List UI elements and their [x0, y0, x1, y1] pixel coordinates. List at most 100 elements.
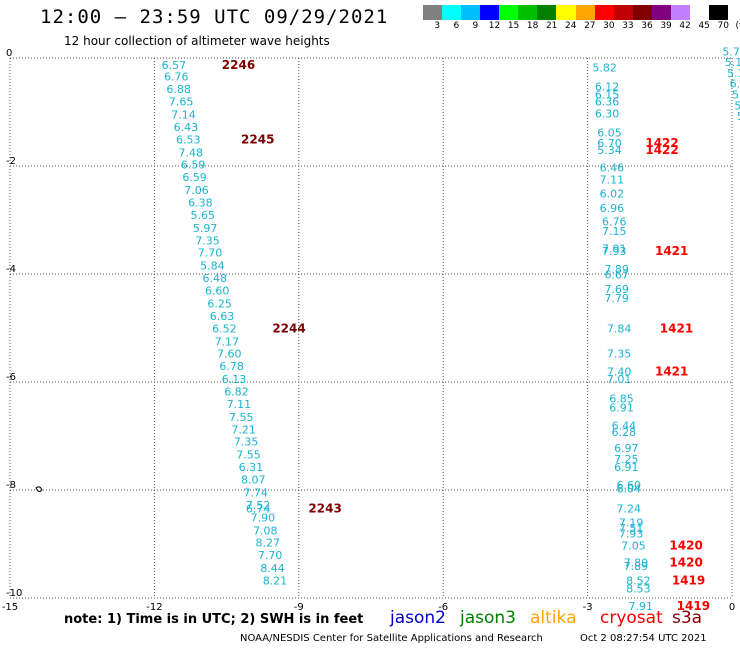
wave-height-label: 5.97 — [193, 222, 218, 235]
wave-height-label: 6.28 — [612, 426, 637, 439]
wave-height-label: 6.96 — [600, 202, 625, 215]
wave-height-label: 7.35 — [195, 234, 220, 247]
legend-jason3: jason3 — [460, 608, 516, 628]
wave-height-label: 6.15 — [595, 89, 620, 102]
wave-height-label: 6.59 — [181, 159, 206, 172]
wave-height-label: 6.04 — [616, 483, 641, 496]
wave-height-label: 6.91 — [614, 461, 639, 474]
wave-height-label: 7.21 — [231, 423, 256, 436]
wave-height-label: 5.84 — [200, 260, 225, 273]
colorbar-label: 42 — [679, 21, 691, 31]
wave-height-label: 6.97 — [614, 442, 639, 455]
wave-height-label: 6.44 — [612, 420, 637, 433]
wave-height-label: 6.46 — [600, 161, 625, 174]
wave-height-label: 6.63 — [210, 310, 235, 323]
wave-height-label: 5.20 — [734, 99, 740, 112]
wave-height-label: 8.21 — [263, 575, 288, 588]
wave-height-label: 8.53 — [626, 583, 651, 596]
wave-height-label: 7.19 — [619, 517, 644, 530]
legend-s3a: s3a — [672, 608, 703, 628]
wave-height-label: 6.13 — [222, 373, 247, 386]
wave-height-label: 6.52 — [212, 322, 237, 335]
wave-height-label: 6.12 — [595, 80, 620, 93]
colorbar-swatch — [423, 5, 443, 20]
wave-height-label: 6.53 — [176, 133, 201, 146]
wave-height-label: 7.08 — [253, 524, 278, 537]
y-tick-label: -8 — [6, 480, 16, 491]
wave-height-label: 7.89 — [624, 560, 649, 573]
wave-height-label: 6.60 — [205, 285, 230, 298]
pass-id-label: 1420 — [669, 538, 702, 552]
chart-title: 12:00 – 23:59 UTC 09/29/2021 — [40, 6, 389, 28]
pass-id-label: 1420 — [669, 556, 702, 570]
wave-height-label: 8.27 — [255, 537, 279, 550]
wave-height-label: 6.76 — [602, 215, 627, 228]
wave-height-label: 7.25 — [614, 453, 639, 466]
wave-height-label: 7.69 — [604, 283, 629, 296]
wave-height-label: 6.36 — [595, 96, 620, 109]
wave-height-label: 6.38 — [188, 197, 213, 210]
wave-height-label: 6.85 — [609, 393, 634, 406]
wave-height-label: 5.34 — [597, 144, 622, 157]
wave-height-label: 7.05 — [621, 539, 646, 552]
x-tick-label: -6 — [438, 602, 448, 613]
colorbar-swatch — [689, 5, 709, 20]
wave-height-label: 6.25 — [207, 297, 232, 310]
x-tick-label: -9 — [294, 602, 304, 613]
wave-height-label: 8.44 — [260, 562, 285, 575]
wave-height-label: 6.02 — [600, 187, 625, 200]
wave-height-label: 7.55 — [236, 449, 261, 462]
colorbar-swatch — [499, 5, 519, 20]
wave-height-label: 6.48 — [203, 272, 228, 285]
wave-height-label: 7.93 — [602, 245, 627, 258]
colorbar-label: (ft) — [735, 21, 740, 31]
wave-height-label: 5.5 — [737, 110, 740, 123]
pass-id-label: 1419 — [672, 574, 705, 588]
wave-height-label: 6.76 — [164, 71, 189, 84]
wave-height-label: 7.74 — [243, 486, 267, 499]
colorbar-label: 9 — [472, 21, 479, 31]
colorbar-swatch — [613, 5, 633, 20]
colorbar-swatch — [708, 5, 728, 20]
wave-height-label: 7.70 — [258, 549, 283, 562]
colorbar-label: 45 — [698, 21, 710, 31]
wave-height-label: 6.88 — [166, 83, 191, 96]
wave-height-label: 7.35 — [234, 436, 259, 449]
pass-id-label: 1422 — [645, 136, 678, 150]
wave-height-label: 7.01 — [607, 373, 632, 386]
wave-height-label: 6.59 — [182, 171, 207, 184]
wave-height-label: 7.55 — [229, 411, 254, 424]
colorbar-label: 6 — [453, 21, 460, 31]
colorbar-label: 18 — [526, 21, 539, 31]
wave-height-label: 5.65 — [191, 209, 216, 222]
wave-height-label: 6.57 — [162, 59, 187, 72]
y-tick-label: -10 — [6, 588, 22, 599]
legend-note: note: 1) Time is in UTC; 2) SWH is in fe… — [64, 612, 364, 627]
coastline-fragment — [35, 486, 43, 493]
pass-id-label: 1419 — [677, 599, 710, 613]
wave-height-label: 5.75 — [722, 45, 740, 58]
pass-id-label: 2246 — [222, 58, 255, 72]
wave-height-label: 6.30 — [595, 107, 620, 120]
wave-height-label: 6.43 — [174, 121, 199, 134]
colorbar-label: 3 — [434, 21, 441, 31]
colorbar-swatch — [442, 5, 462, 20]
wave-height-label: 7.84 — [607, 322, 632, 335]
wave-height-label: 7.11 — [227, 398, 252, 411]
wave-height-label: 7.24 — [616, 503, 641, 516]
footer-timestamp: Oct 2 08:27:54 UTC 2021 — [580, 633, 707, 644]
wave-height-label: 7.48 — [178, 146, 203, 159]
wave-height-label: 7.11 — [600, 173, 625, 186]
wave-height-label: 6.05 — [597, 126, 622, 139]
pass-id-label: 1421 — [655, 365, 688, 379]
x-tick-label: 0 — [729, 602, 735, 613]
wave-height-label: 7.06 — [184, 184, 209, 197]
pass-id-label: 2243 — [308, 502, 341, 516]
colorbar-swatch — [480, 5, 500, 20]
wave-height-label: 6.74 — [246, 503, 271, 516]
wave-height-label: 7.14 — [171, 108, 196, 121]
colorbar-swatch — [461, 5, 481, 20]
wave-height-label: 7.93 — [619, 528, 644, 541]
wave-height-label: 7.52 — [246, 499, 271, 512]
